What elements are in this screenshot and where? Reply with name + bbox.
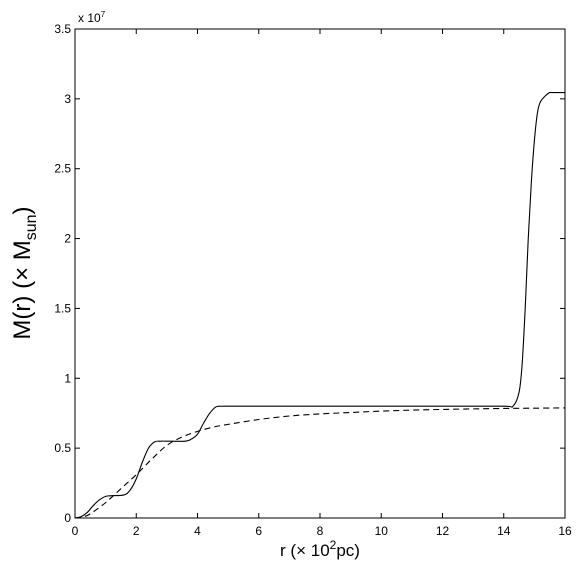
tick-labels: 0 2 4 6 8 10 12 14 16 0 0.5 1 1.5 2 2.5 3 3.5 [54,22,572,538]
x-tick-label: 2 [133,524,140,538]
x-tick-label: 6 [255,524,262,538]
x-tick-label: 0 [72,524,79,538]
x-tick-label: 8 [317,524,324,538]
y-tick-label: 3 [64,92,71,106]
y-tick-label: 0 [64,511,71,525]
x-tick-label: 10 [375,524,389,538]
y-tick-label: 2 [64,232,71,246]
series-layer [74,91,566,519]
x-axis-title-exponent: 2 [330,538,337,552]
x-tick-label: 14 [497,524,511,538]
plot-frame [74,28,566,519]
y-tick-label: 3.5 [54,22,71,36]
x-tick-label: 16 [558,524,572,538]
y-tick-label: 1 [64,371,71,385]
x-tick-label: 12 [436,524,450,538]
dashed-series-line [74,407,566,519]
y-multiplier: x 107 [78,10,106,25]
y-tick-label: 2.5 [54,162,71,176]
y-tick-label: 1.5 [54,301,71,315]
y-axis-title: M(r) (× Msun) [9,206,40,339]
solid-series-line [74,91,565,519]
x-axis-title: r (× 102pc) [280,538,360,560]
y-tick-label: 0.5 [54,441,71,455]
y-axis-title-subscript: sun [23,214,40,240]
y-multiplier-exponent: 7 [101,10,106,19]
x-tick-label: 4 [194,524,201,538]
tick-marks [74,28,566,519]
